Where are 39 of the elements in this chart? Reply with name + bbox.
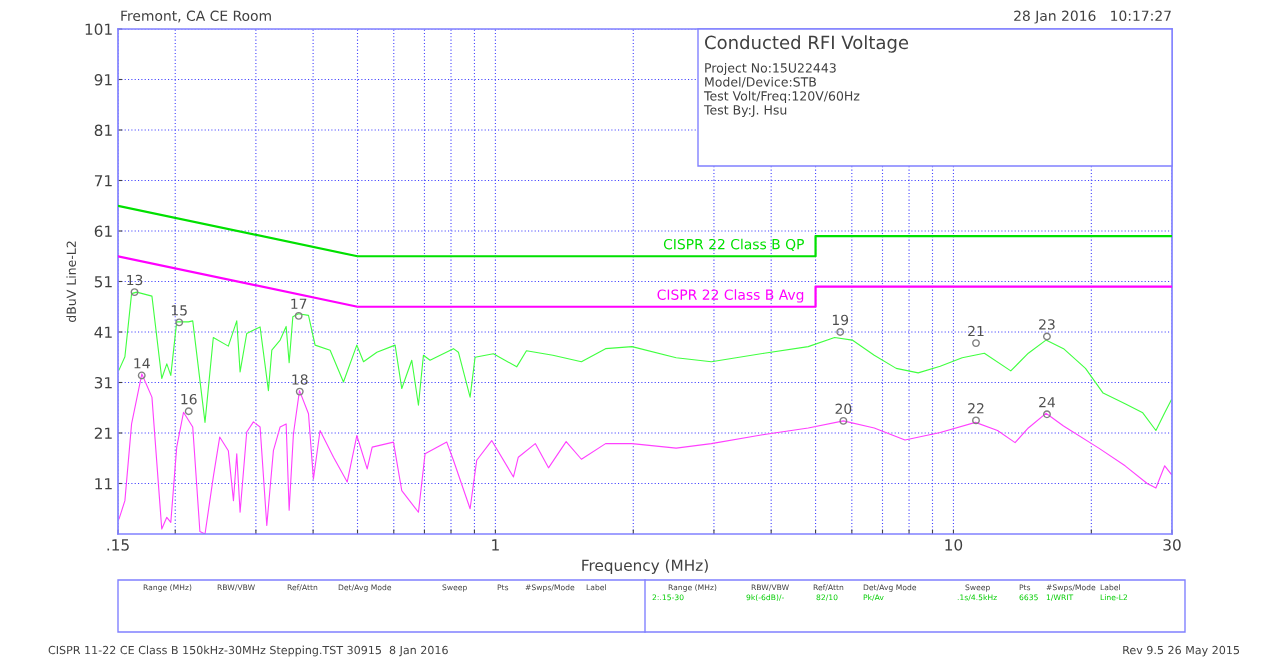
annotation: 13 [127, 274, 143, 286]
x-axis-title: Frequency (MHz) [582, 559, 708, 574]
x-tick-label: 1 [492, 539, 499, 551]
y-tick-label: 11 [95, 478, 112, 490]
x-tick-label: 30 [1163, 539, 1181, 551]
y-tick-label: 91 [94, 73, 112, 86]
annotation: Test By:J. Hsu [703, 105, 787, 118]
y-axis-title: dBuV Line-L2 [66, 241, 76, 323]
annotation: 15 [171, 305, 187, 316]
text: Rev 9.5 26 May 2015 [1123, 645, 1240, 657]
y-tick-label: 51 [94, 276, 112, 288]
y-tick-label: 71 [94, 175, 112, 187]
annotation: 18 [292, 374, 308, 385]
annotation: 14 [134, 358, 150, 369]
annotation: 21 [968, 325, 984, 337]
annotation: 22 [968, 403, 984, 414]
annotation: 23 [1039, 319, 1055, 330]
y-tick-label: 41 [94, 326, 112, 338]
text: 28 Jan 2016 10:17:27 [1014, 10, 1171, 24]
annotation: Project No:15U22443 [705, 62, 836, 76]
text: CISPR 11-22 CE Class B 150kHz-30MHz Stepping.TST 30915 8 Jan 2016 [48, 645, 448, 657]
chart-title: Conducted RFI Voltage [705, 35, 909, 53]
annotation: 16 [181, 393, 197, 405]
annotation: 17 [291, 298, 307, 309]
series-label: CISPR 22 Class B QP [663, 238, 804, 251]
annotation: 20 [835, 403, 852, 415]
annotation: Model/Device:STB [705, 76, 816, 88]
x-tick-label: 10 [945, 539, 963, 551]
annotation: Test Volt/Freq:120V/60Hz [703, 90, 860, 104]
annotation: 19 [832, 314, 849, 326]
y-tick-label: 61 [94, 225, 112, 238]
annotation: 24 [1039, 396, 1056, 408]
x-tick-label: .15 [107, 539, 129, 551]
y-tick-label: 21 [94, 427, 112, 439]
y-tick-label: 81 [94, 124, 112, 137]
series-label: CISPR 22 Class B Avg [657, 289, 804, 303]
y-tick-label: 101 [85, 23, 112, 36]
text: Fremont, CA CE Room [121, 10, 271, 23]
y-tick-label: 31 [94, 376, 112, 389]
